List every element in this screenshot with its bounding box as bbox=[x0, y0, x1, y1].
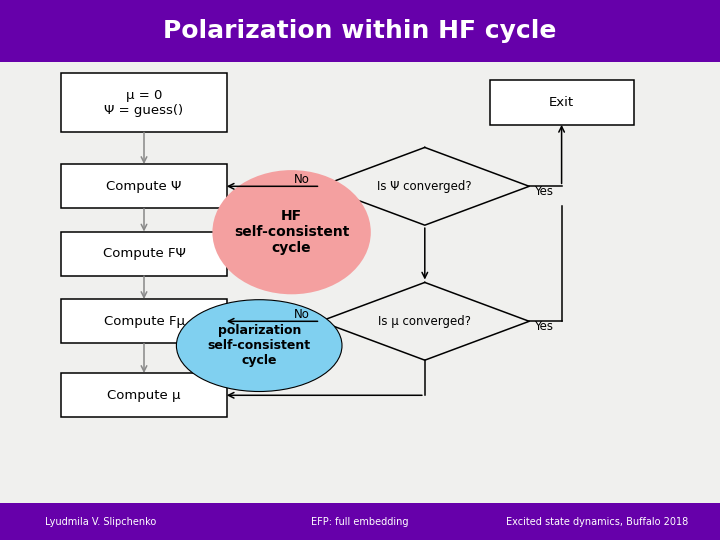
Text: Compute Ψ: Compute Ψ bbox=[107, 180, 181, 193]
Text: Yes: Yes bbox=[534, 185, 553, 198]
Text: Compute Fμ: Compute Fμ bbox=[104, 315, 184, 328]
Text: polarization
self-consistent
cycle: polarization self-consistent cycle bbox=[207, 324, 311, 367]
Text: Is Ψ converged?: Is Ψ converged? bbox=[377, 180, 472, 193]
Text: Compute FΨ: Compute FΨ bbox=[102, 247, 186, 260]
Text: μ = 0
Ψ = guess(): μ = 0 Ψ = guess() bbox=[104, 89, 184, 117]
Text: Compute μ: Compute μ bbox=[107, 389, 181, 402]
Text: Yes: Yes bbox=[534, 320, 553, 333]
Text: EFP: full embedding: EFP: full embedding bbox=[311, 517, 409, 526]
FancyBboxPatch shape bbox=[490, 80, 634, 125]
Bar bbox=[0, 503, 720, 540]
Bar bbox=[0, 0, 720, 62]
Text: Polarization within HF cycle: Polarization within HF cycle bbox=[163, 19, 557, 43]
Text: Exit: Exit bbox=[549, 96, 574, 109]
Text: No: No bbox=[294, 173, 310, 186]
Ellipse shape bbox=[176, 300, 342, 392]
FancyBboxPatch shape bbox=[61, 232, 227, 276]
FancyBboxPatch shape bbox=[61, 164, 227, 208]
FancyBboxPatch shape bbox=[61, 73, 227, 132]
Text: No: No bbox=[294, 308, 310, 321]
FancyBboxPatch shape bbox=[61, 299, 227, 343]
Text: Excited state dynamics, Buffalo 2018: Excited state dynamics, Buffalo 2018 bbox=[506, 517, 689, 526]
Text: HF
self-consistent
cycle: HF self-consistent cycle bbox=[234, 209, 349, 255]
Text: Lyudmila V. Slipchenko: Lyudmila V. Slipchenko bbox=[45, 517, 156, 526]
FancyBboxPatch shape bbox=[61, 373, 227, 417]
Text: Is μ converged?: Is μ converged? bbox=[378, 315, 472, 328]
Ellipse shape bbox=[212, 170, 371, 294]
